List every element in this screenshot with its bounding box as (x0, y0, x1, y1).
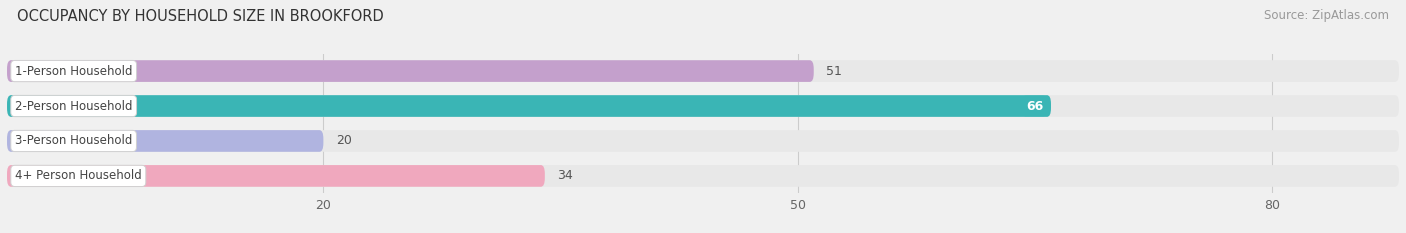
Text: 66: 66 (1026, 99, 1043, 113)
Text: 2-Person Household: 2-Person Household (15, 99, 132, 113)
Text: 34: 34 (557, 169, 574, 182)
FancyBboxPatch shape (7, 165, 1399, 187)
FancyBboxPatch shape (7, 95, 1052, 117)
Text: 1-Person Household: 1-Person Household (15, 65, 132, 78)
FancyBboxPatch shape (7, 95, 1399, 117)
Text: 51: 51 (827, 65, 842, 78)
FancyBboxPatch shape (7, 165, 546, 187)
Text: 3-Person Household: 3-Person Household (15, 134, 132, 147)
Text: 4+ Person Household: 4+ Person Household (15, 169, 142, 182)
FancyBboxPatch shape (7, 130, 323, 152)
Text: 20: 20 (336, 134, 352, 147)
FancyBboxPatch shape (7, 60, 814, 82)
FancyBboxPatch shape (7, 60, 1399, 82)
Text: Source: ZipAtlas.com: Source: ZipAtlas.com (1264, 9, 1389, 22)
FancyBboxPatch shape (7, 130, 1399, 152)
Text: OCCUPANCY BY HOUSEHOLD SIZE IN BROOKFORD: OCCUPANCY BY HOUSEHOLD SIZE IN BROOKFORD (17, 9, 384, 24)
